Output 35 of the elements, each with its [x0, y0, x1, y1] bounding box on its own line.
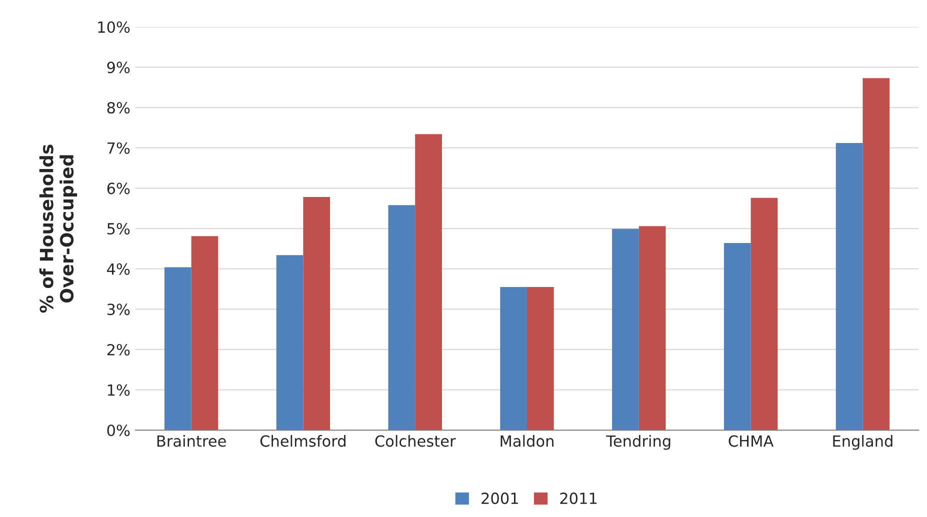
- x-tick-label: Braintree: [157, 435, 226, 447]
- y-tick-label: 4%: [106, 263, 130, 275]
- legend-label: 2011: [560, 492, 597, 504]
- bar: [388, 205, 416, 430]
- y-tick-label: 10%: [98, 21, 130, 33]
- x-tick-label: Maldon: [500, 435, 554, 447]
- x-tick-label: CHMA: [728, 435, 774, 447]
- y-tick-label: 6%: [107, 182, 130, 194]
- y-tick-label: 1%: [108, 384, 130, 396]
- bar: [836, 143, 863, 430]
- x-tick-label: Colchester: [375, 435, 456, 447]
- y-tick-label: 5%: [107, 222, 130, 235]
- bar: [164, 267, 192, 430]
- bar: [415, 134, 442, 430]
- bar: [303, 197, 330, 430]
- bar: [191, 236, 218, 430]
- bar: [862, 78, 890, 430]
- x-tick-label: England: [833, 435, 892, 450]
- y-tick-label: 0%: [107, 424, 130, 436]
- y-tick-label: 9%: [107, 62, 130, 74]
- y-tick-label: 2%: [107, 344, 130, 356]
- legend-label: 2001: [482, 492, 518, 504]
- bar: [612, 228, 639, 430]
- x-tick-label: Chelmsford: [260, 435, 346, 447]
- bar: [724, 243, 751, 430]
- bar: [638, 226, 666, 430]
- y-tick-label: 8%: [107, 102, 130, 114]
- bar: [500, 286, 527, 430]
- bar: [527, 286, 554, 430]
- y-tick-label: 3%: [107, 304, 130, 316]
- bar: [276, 255, 304, 430]
- x-tick-label: Tendring: [606, 435, 670, 450]
- y-tick-label: 7%: [107, 142, 130, 154]
- bar: [750, 198, 778, 430]
- y-axis-title: % of Households Over-Occupied: [39, 144, 78, 313]
